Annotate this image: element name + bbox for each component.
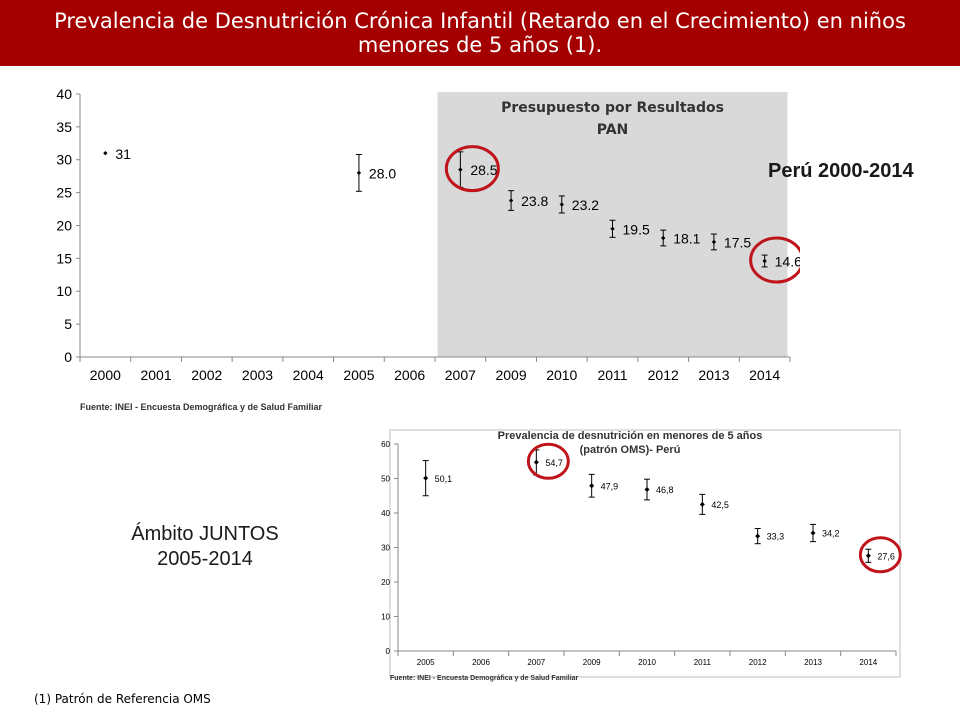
x-tick-label: 2014 xyxy=(859,658,877,667)
y-tick-label: 30 xyxy=(56,152,72,168)
y-tick-label: 15 xyxy=(56,250,72,266)
y-tick-label: 30 xyxy=(381,543,390,552)
x-tick-label: 2005 xyxy=(417,658,435,667)
x-tick-label: 2013 xyxy=(698,367,729,383)
data-label: 23.8 xyxy=(521,193,548,209)
slide-title: Prevalencia de Desnutrición Crónica Infa… xyxy=(15,9,945,57)
data-point-marker xyxy=(755,534,760,539)
shaded-region-subtitle: PAN xyxy=(597,122,629,138)
footnote: (1) Patrón de Referencia OMS xyxy=(34,692,211,706)
x-tick-label: 2007 xyxy=(445,367,476,383)
chart-source: Fuente: INEI - Encuesta Demográfica y de… xyxy=(390,675,579,682)
y-tick-label: 10 xyxy=(56,283,72,299)
data-label: 33,3 xyxy=(767,532,785,542)
y-tick-label: 20 xyxy=(56,217,72,233)
data-label: 23.2 xyxy=(572,197,599,213)
x-tick-label: 2002 xyxy=(191,367,222,383)
y-tick-label: 0 xyxy=(386,647,391,656)
data-label: 34,2 xyxy=(822,529,840,539)
data-point-marker xyxy=(700,502,705,507)
x-tick-label: 2007 xyxy=(527,658,545,667)
data-label: 28.0 xyxy=(369,166,396,182)
x-tick-label: 2004 xyxy=(293,367,324,383)
data-label: 27,6 xyxy=(877,551,895,561)
juntos-label-line2: 2005-2014 xyxy=(110,547,300,572)
data-label: 42,5 xyxy=(711,500,729,510)
data-label: 47,9 xyxy=(601,481,619,491)
y-tick-label: 10 xyxy=(381,612,390,621)
slide-header: Prevalencia de Desnutrición Crónica Infa… xyxy=(0,0,960,66)
data-point-marker xyxy=(423,476,428,481)
chart-peru-2000-2014: Presupuesto por Resultados PAN 0 5 10 15 20 25 3… xyxy=(0,70,800,420)
data-label: 54,7 xyxy=(545,458,563,468)
juntos-area-label: Ámbito JUNTOS 2005-2014 xyxy=(110,522,300,572)
x-tick-label: 2009 xyxy=(583,658,601,667)
data-label: 19.5 xyxy=(623,221,650,237)
x-tick-label: 2006 xyxy=(472,658,490,667)
y-tick-label: 5 xyxy=(64,316,72,332)
data-point-marker xyxy=(645,487,650,492)
y-tick-label: 20 xyxy=(381,578,390,587)
x-tick-label: 2012 xyxy=(749,658,767,667)
data-point-marker xyxy=(866,553,871,558)
data-label: 14.6 xyxy=(775,254,800,270)
data-label: 31 xyxy=(115,146,131,162)
x-tick-label: 2011 xyxy=(597,367,627,383)
x-tick-label: 2012 xyxy=(648,367,679,383)
x-tick-label: 2013 xyxy=(804,658,822,667)
data-point-marker xyxy=(811,531,816,536)
y-tick-label: 35 xyxy=(56,119,72,135)
y-tick-label: 60 xyxy=(381,440,390,449)
data-label: 46,8 xyxy=(656,485,674,495)
y-tick-label: 25 xyxy=(56,185,72,201)
y-tick-label: 40 xyxy=(381,509,390,518)
chart-title-line2: (patrón OMS)- Perú xyxy=(580,444,681,456)
x-tick-label: 2010 xyxy=(546,367,577,383)
shaded-region-title: Presupuesto por Resultados xyxy=(501,100,724,116)
chart-juntos-2005-2014: 0 10 20 30 40 50 60 2005 2006 2007 2009 2010 2011 201… xyxy=(360,422,920,690)
y-tick-label: 40 xyxy=(56,86,72,102)
x-tick-label: 2003 xyxy=(242,367,273,383)
data-point-marker xyxy=(357,171,361,175)
x-tick-label: 2001 xyxy=(140,367,171,383)
plot-frame xyxy=(390,430,900,677)
data-label: 18.1 xyxy=(673,231,700,247)
x-tick-label: 2000 xyxy=(90,367,121,383)
juntos-label-line1: Ámbito JUNTOS xyxy=(110,522,300,547)
x-tick-label: 2011 xyxy=(694,658,712,667)
peru-period-label: Perú 2000-2014 xyxy=(768,160,914,183)
x-tick-label: 2006 xyxy=(394,367,425,383)
chart-title-line1: Prevalencia de desnutrición en menores d… xyxy=(498,430,763,442)
data-point-marker xyxy=(103,151,107,155)
x-tick-label: 2010 xyxy=(638,658,656,667)
x-tick-label: 2014 xyxy=(749,367,780,383)
data-point-marker xyxy=(534,460,539,465)
data-label: 17.5 xyxy=(724,235,751,251)
data-label: 50,1 xyxy=(435,474,453,484)
data-point-marker xyxy=(589,483,594,488)
y-tick-label: 50 xyxy=(381,474,390,483)
chart-source: Fuente: INEI - Encuesta Demográfica y de… xyxy=(80,402,323,412)
x-tick-label: 2009 xyxy=(495,367,526,383)
x-tick-label: 2005 xyxy=(343,367,374,383)
y-tick-label: 0 xyxy=(64,349,72,365)
data-label: 28.5 xyxy=(470,162,497,178)
